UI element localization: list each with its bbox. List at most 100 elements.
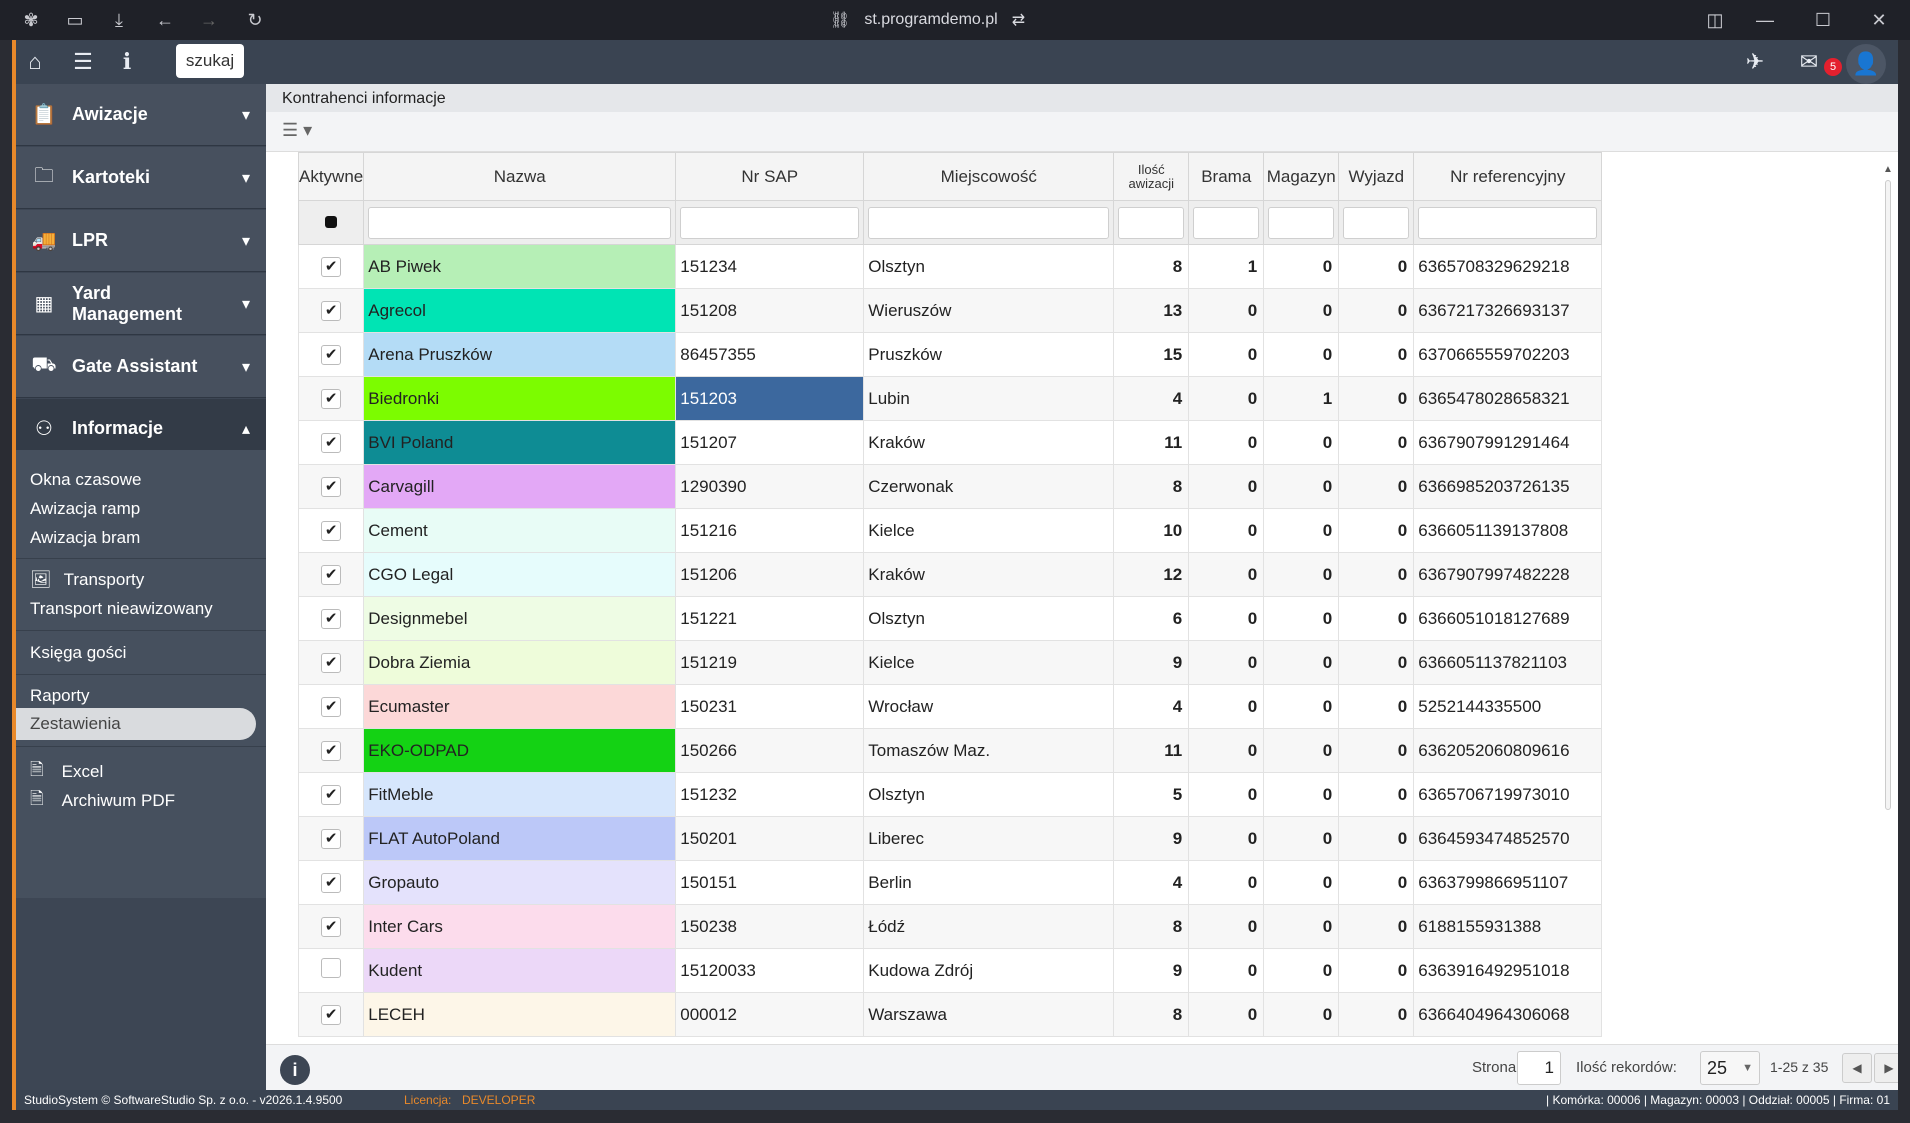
cell-exit[interactable]: 0 (1338, 904, 1415, 949)
table-row[interactable]: ✔ CGO Legal 151206 Kraków 12 0 0 0 6367907997482… (297, 552, 1603, 597)
filter-city-input[interactable] (868, 206, 1110, 239)
cell-ref[interactable]: 6366985203726135 (1413, 464, 1603, 509)
next-page-button[interactable]: ▶ (1874, 1053, 1898, 1083)
cell-city[interactable]: Pruszków (863, 332, 1115, 377)
filter-gate-input[interactable] (1193, 206, 1260, 239)
cell-sap[interactable]: 150238 (675, 904, 865, 949)
cell-store[interactable]: 0 (1263, 552, 1340, 597)
address-bar[interactable]: ⛓ st.programdemo.pl ⇄ (830, 9, 1080, 31)
cell-active[interactable]: ✔ (297, 332, 365, 377)
cell-exit[interactable]: 0 (1338, 596, 1415, 641)
cell-name[interactable]: Arena Pruszków (363, 332, 677, 377)
scroll-thumb[interactable] (1885, 180, 1891, 810)
cell-active[interactable]: ✔ (297, 244, 365, 289)
table-row[interactable]: ✔ EKO-ODPAD 150266 Tomaszów Maz. 11 0 0 0 636205… (297, 728, 1603, 773)
sub-okna-czasowe[interactable]: Okna czasowe (30, 470, 142, 489)
cell-store[interactable]: 0 (1263, 728, 1340, 773)
cell-exit[interactable]: 0 (1338, 552, 1415, 597)
checked-checkbox[interactable]: ✔ (321, 565, 342, 585)
sub-raporty[interactable]: Raporty (30, 686, 90, 705)
cell-city[interactable]: Liberec (863, 816, 1115, 861)
cell-exit[interactable]: 0 (1338, 684, 1415, 729)
table-row[interactable]: ✔ Agrecol 151208 Wieruszów 13 0 0 0 636721732669… (297, 288, 1603, 333)
browser-logo-icon[interactable]: ✾ (23, 9, 39, 30)
cell-count[interactable]: 8 (1113, 904, 1190, 949)
scroll-up-icon[interactable]: ▲ (1883, 164, 1893, 175)
table-row[interactable]: ✔ Dobra Ziemia 151219 Kielce 9 0 0 0 63660511378… (297, 640, 1603, 685)
cell-exit[interactable]: 0 (1338, 772, 1415, 817)
cell-ref[interactable]: 6363799866951107 (1413, 860, 1603, 905)
table-row[interactable]: ✔ LECEH 000012 Warszawa 8 0 0 0 6366404964306068 (297, 992, 1603, 1037)
unchecked-checkbox[interactable] (321, 958, 342, 978)
cell-store[interactable]: 0 (1263, 464, 1340, 509)
grid-menu-icon[interactable]: ☰ ▾ (282, 120, 313, 140)
col-exit[interactable]: Wyjazd (1338, 152, 1415, 201)
info-circle-icon[interactable]: i (280, 1055, 310, 1085)
cell-count[interactable]: 10 (1113, 508, 1190, 553)
download-icon[interactable]: ⤓ (115, 9, 123, 30)
cell-store[interactable]: 0 (1263, 948, 1340, 993)
page-input[interactable]: 1 (1517, 1051, 1561, 1085)
cell-name[interactable]: Agrecol (363, 288, 677, 333)
nav-yard-management[interactable]: ▦ Yard Management ▾ (16, 273, 266, 335)
cell-store[interactable]: 0 (1263, 332, 1340, 377)
cell-gate[interactable]: 0 (1188, 596, 1265, 641)
cell-store[interactable]: 0 (1263, 904, 1340, 949)
table-row[interactable]: ✔ BVI Poland 151207 Kraków 11 0 0 0 636790799129… (297, 420, 1603, 465)
cell-store[interactable]: 0 (1263, 244, 1340, 289)
cell-exit[interactable]: 0 (1338, 332, 1415, 377)
cell-gate[interactable]: 0 (1188, 552, 1265, 597)
cell-name[interactable]: Gropauto (363, 860, 677, 905)
cell-store[interactable]: 0 (1263, 288, 1340, 333)
cell-gate[interactable]: 0 (1188, 508, 1265, 553)
checked-checkbox[interactable]: ✔ (321, 301, 342, 321)
cell-city[interactable]: Berlin (863, 860, 1115, 905)
cell-count[interactable]: 6 (1113, 596, 1190, 641)
cell-sap[interactable]: 150151 (675, 860, 865, 905)
cell-city[interactable]: Lubin (863, 376, 1115, 421)
cell-name[interactable]: FLAT AutoPoland (363, 816, 677, 861)
cell-store[interactable]: 0 (1263, 992, 1340, 1037)
col-store[interactable]: Magazyn (1263, 152, 1340, 201)
table-row[interactable]: ✔ AB Piwek 151234 Olsztyn 8 1 0 0 63657083296292… (297, 244, 1603, 289)
filter-name-input[interactable] (368, 206, 672, 239)
cell-name[interactable]: Carvagill (363, 464, 677, 509)
checked-checkbox[interactable]: ✔ (321, 873, 342, 893)
nav-gate-assistant[interactable]: ⛟ Gate Assistant ▾ (16, 336, 266, 398)
cell-active[interactable]: ✔ (297, 508, 365, 553)
cell-ref[interactable]: 6365708329629218 (1413, 244, 1603, 289)
cell-name[interactable]: FitMeble (363, 772, 677, 817)
cell-gate[interactable]: 0 (1188, 288, 1265, 333)
maximize-icon[interactable]: ☐ (1814, 9, 1832, 30)
table-row[interactable]: ✔ Ecumaster 150231 Wrocław 4 0 0 0 5252144335500 (297, 684, 1603, 729)
sub-awizacja-bram[interactable]: Awizacja bram (30, 528, 141, 547)
table-row[interactable]: ✔ Biedronki 151203 Lubin 4 0 1 0 636547802865832… (297, 376, 1603, 421)
cell-city[interactable]: Kraków (863, 552, 1115, 597)
minimize-icon[interactable]: — (1756, 9, 1774, 30)
info-icon[interactable]: i (122, 49, 132, 75)
split-view-icon[interactable]: ◫ (1706, 9, 1724, 30)
table-row[interactable]: ✔ FitMeble 151232 Olsztyn 5 0 0 0 63657067199730… (297, 772, 1603, 817)
cell-gate[interactable]: 0 (1188, 684, 1265, 729)
cell-gate[interactable]: 0 (1188, 464, 1265, 509)
cell-name[interactable]: Designmebel (363, 596, 677, 641)
cell-name[interactable]: AB Piwek (363, 244, 677, 289)
cell-count[interactable]: 11 (1113, 728, 1190, 773)
filter-ref-input[interactable] (1418, 206, 1598, 239)
cell-city[interactable]: Wrocław (863, 684, 1115, 729)
cell-sap[interactable]: 151234 (675, 244, 865, 289)
cell-city[interactable]: Kudowa Zdrój (863, 948, 1115, 993)
cell-ref[interactable]: 6363916492951018 (1413, 948, 1603, 993)
cell-name[interactable]: Dobra Ziemia (363, 640, 677, 685)
cell-count[interactable]: 8 (1113, 992, 1190, 1037)
cell-name[interactable]: CGO Legal (363, 552, 677, 597)
cell-gate[interactable]: 0 (1188, 376, 1265, 421)
filter-sap-input[interactable] (680, 206, 860, 239)
cell-ref[interactable]: 6364593474852570 (1413, 816, 1603, 861)
cell-store[interactable]: 0 (1263, 860, 1340, 905)
sidebar-toggle-icon[interactable]: ▭ (66, 9, 84, 30)
table-row[interactable]: ✔ Cement 151216 Kielce 10 0 0 0 6366051139137808 (297, 508, 1603, 553)
cell-sap[interactable]: 151203 (675, 376, 865, 421)
forward-icon[interactable]: → (200, 9, 218, 30)
cell-city[interactable]: Kielce (863, 640, 1115, 685)
